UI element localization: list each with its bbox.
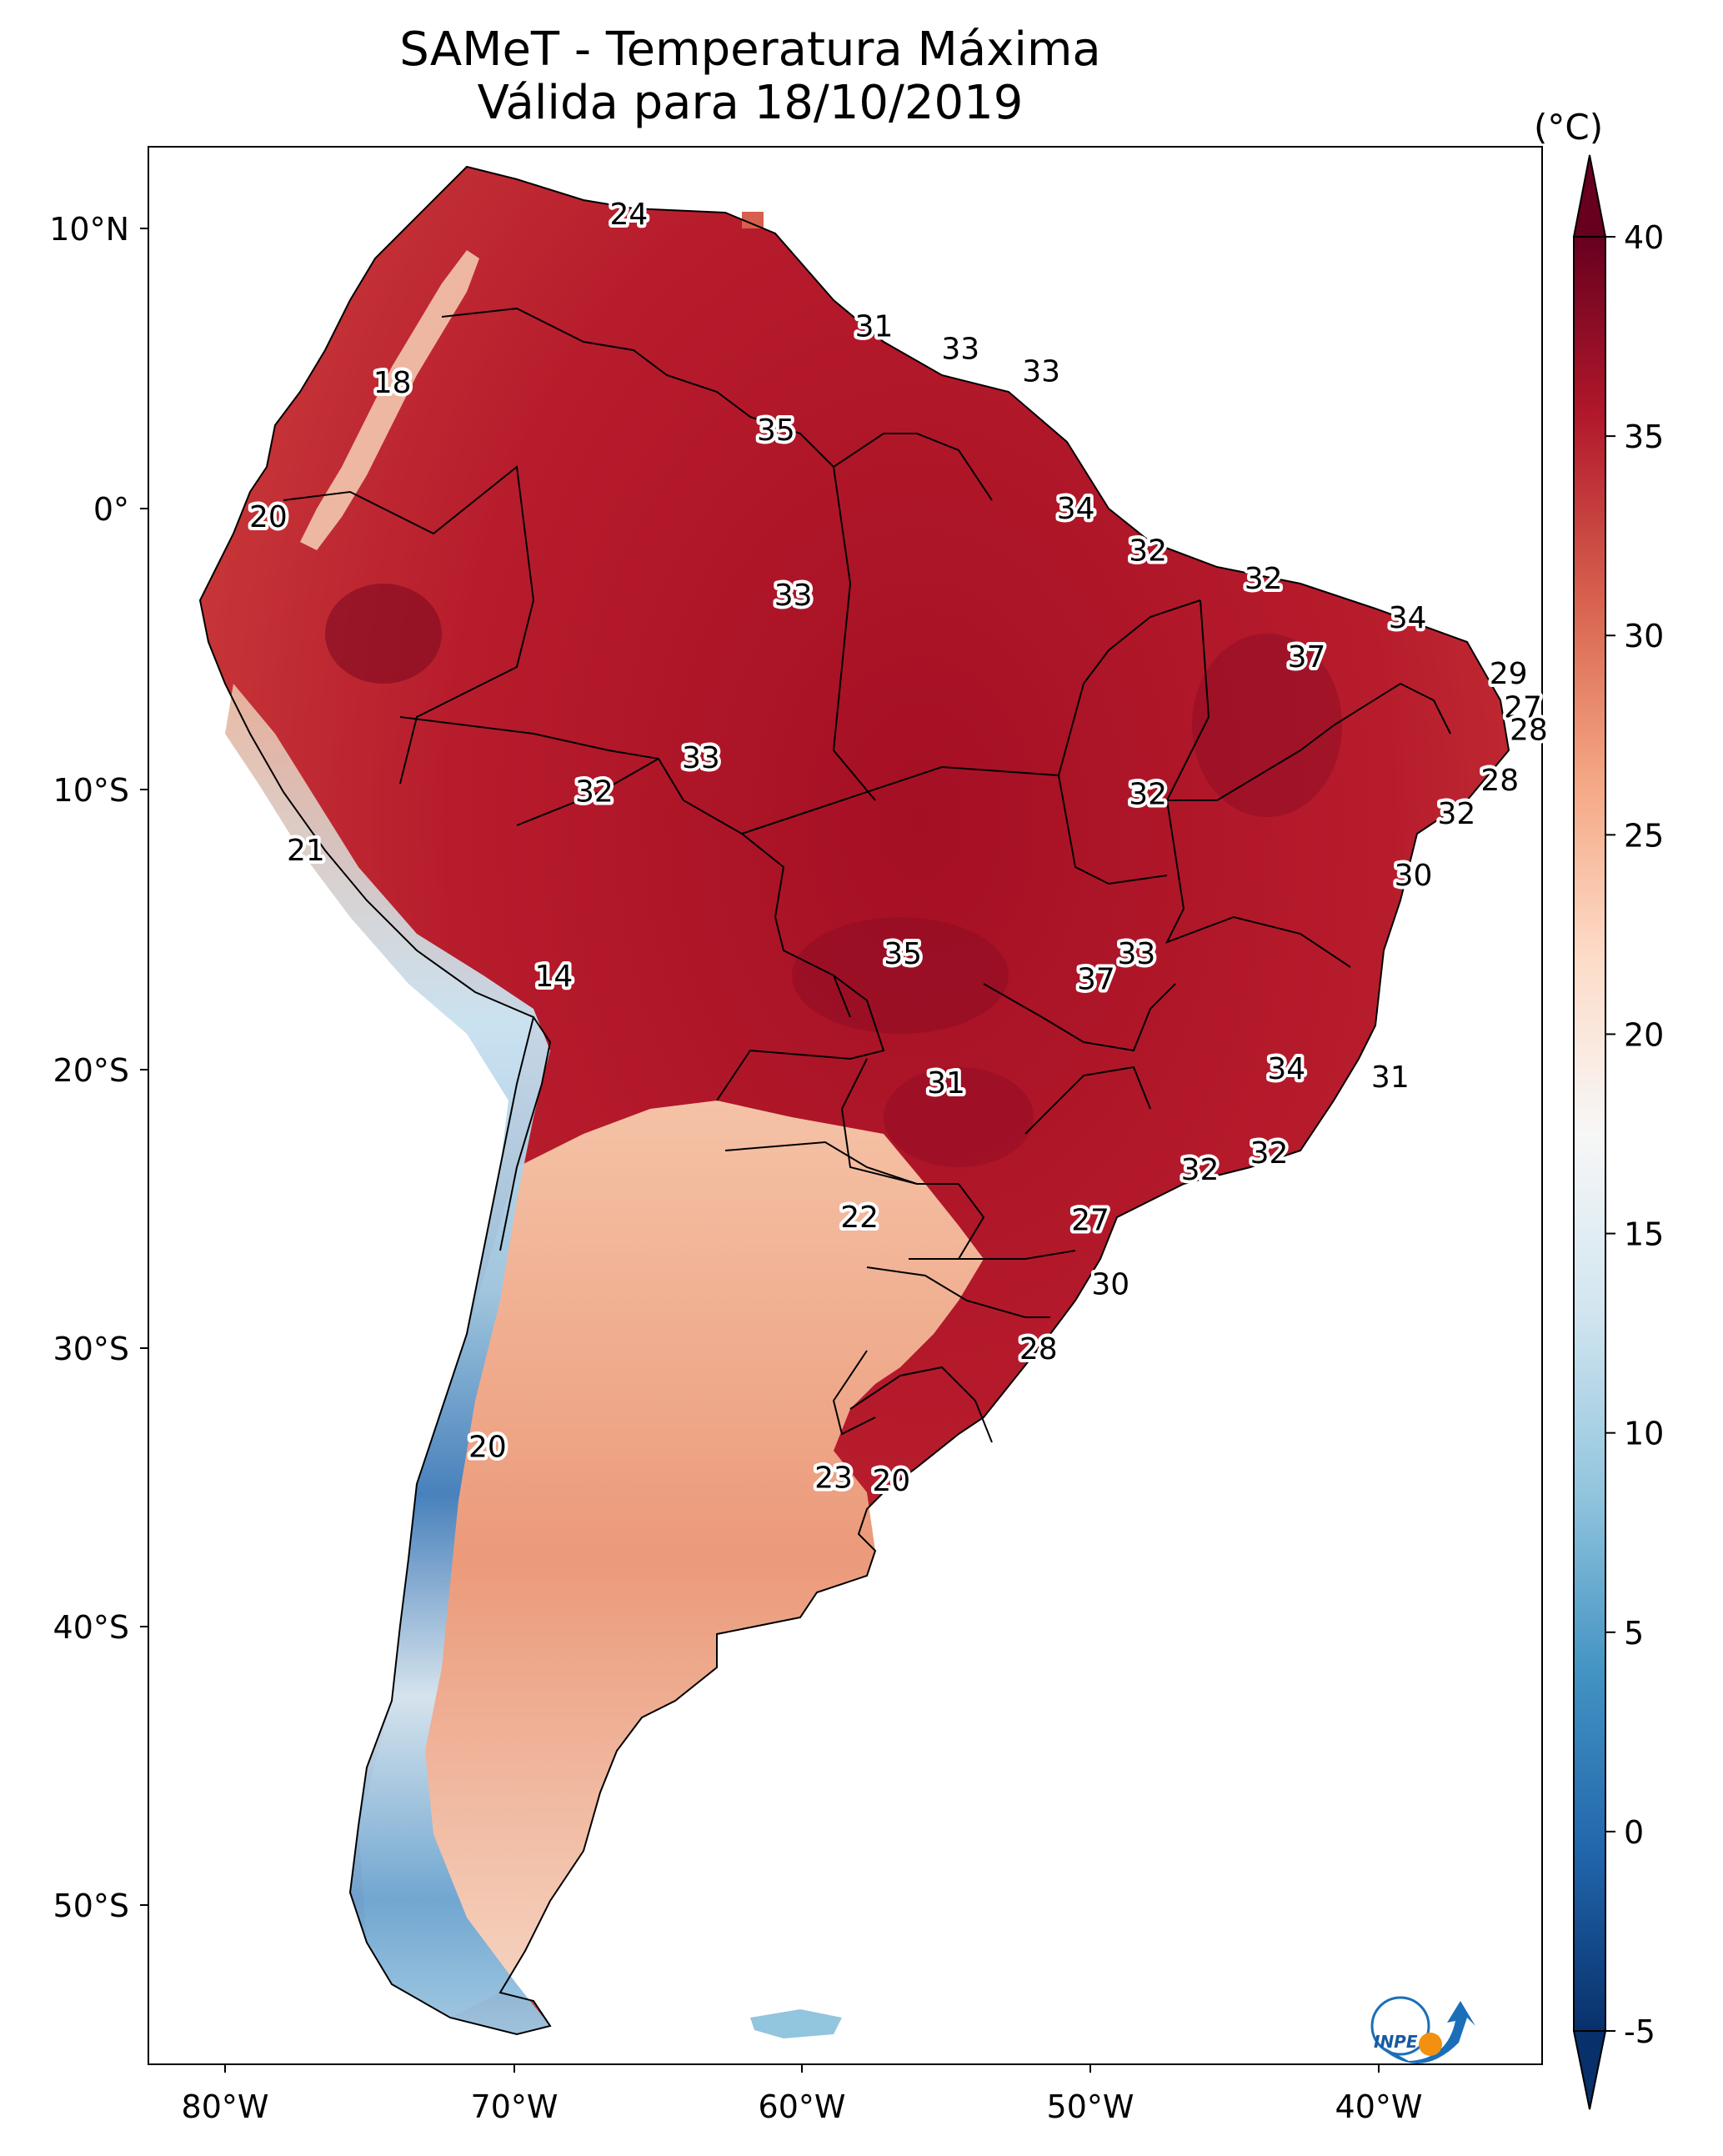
temperature-label: 34 (1389, 601, 1427, 635)
temperature-label: 27 (1504, 691, 1542, 725)
colorbar-max-extend (1572, 154, 1607, 238)
temperature-field (200, 167, 1509, 2038)
temperature-label: 22 (840, 1201, 879, 1235)
colorbar: 40 35 30 25 20 15 10 5 0 -5 (1572, 154, 1664, 2110)
country-borders (198, 165, 1510, 2036)
plot-frame (148, 146, 1543, 2065)
colorbar-min-extend (1572, 2030, 1607, 2110)
temperature-label: 21 (287, 834, 325, 868)
temperature-label: 32 (1438, 797, 1476, 831)
x-tick-40w: 40°W (1335, 2088, 1423, 2125)
y-tick-20s: 20°S (53, 1052, 129, 1089)
temperature-label: 29 (1490, 657, 1528, 691)
temperature-label: 20 (468, 1431, 507, 1465)
map-title-line1: SAMeT - Temperatura Máxima (399, 23, 1101, 77)
temperature-label: 20 (249, 500, 288, 534)
temperature-label: 33 (774, 579, 813, 613)
colorbar-tick-label: 15 (1624, 1216, 1664, 1253)
temperature-label: 24 (609, 198, 648, 232)
colorbar-tick-label: 20 (1624, 1016, 1664, 1053)
y-axis: 10°N 0° 10°S 20°S 30°S 40°S 50°S (49, 211, 148, 1924)
temperature-label: 32 (1129, 778, 1167, 812)
temperature-label: 20 (872, 1464, 910, 1498)
temperature-label: 37 (1077, 962, 1115, 996)
x-tick-80w: 80°W (182, 2088, 269, 2125)
temperature-label: 30 (1395, 859, 1433, 893)
temperature-label: 28 (1510, 713, 1548, 747)
temperature-label: 37 (1288, 640, 1326, 674)
colorbar-tick-label: 40 (1624, 219, 1664, 256)
logo-text: INPE (1374, 2032, 1418, 2052)
temperature-label: 34 (1057, 492, 1095, 526)
temperature-label: 28 (1019, 1332, 1058, 1366)
y-tick-50s: 50°S (53, 1888, 129, 1924)
y-tick-10s: 10°S (53, 772, 129, 809)
colorbar-tick-label: 25 (1624, 817, 1664, 854)
colorbar-tick-label: 0 (1624, 1814, 1644, 1851)
temperature-label: 35 (757, 414, 795, 448)
temperature-label: 31 (927, 1066, 965, 1101)
temperature-label: 23 (814, 1462, 853, 1496)
colorbar-tick-label: -5 (1624, 2013, 1655, 2050)
x-axis: 80°W 70°W 60°W 50°W 40°W (182, 2064, 1423, 2125)
map-title-line2: Válida para 18/10/2019 (477, 76, 1024, 130)
colorbar-gradient (1574, 237, 1605, 2031)
y-tick-30s: 30°S (53, 1331, 129, 1367)
y-tick-40s: 40°S (53, 1609, 129, 1646)
temperature-label: 34 (1267, 1052, 1305, 1086)
colorbar-tick-label: 30 (1624, 618, 1664, 654)
temperature-label: 31 (855, 310, 894, 344)
temperature-label: 35 (884, 937, 922, 971)
colorbar-unit-label: (°C) (1534, 107, 1604, 148)
x-tick-50w: 50°W (1047, 2088, 1134, 2125)
y-tick-10n: 10°N (49, 211, 129, 248)
inpe-logo: INPE (1370, 1996, 1475, 2063)
y-tick-0: 0° (93, 491, 129, 528)
temperature-label: 18 (373, 366, 412, 400)
x-tick-70w: 70°W (471, 2088, 558, 2125)
temperature-label: 14 (535, 960, 573, 994)
colorbar-tick-label: 5 (1624, 1615, 1644, 1652)
temperature-label: 32 (1245, 562, 1283, 596)
temperature-label: 28 (1480, 764, 1519, 798)
temperature-label: 33 (1117, 937, 1155, 971)
x-tick-60w: 60°W (759, 2088, 846, 2125)
temperature-label: 33 (1022, 354, 1060, 389)
temperature-label: 33 (682, 741, 720, 775)
temperature-label: 32 (1181, 1153, 1220, 1187)
temperature-label: 30 (1091, 1268, 1129, 1302)
colorbar-tick-label: 35 (1624, 419, 1664, 455)
temperature-label: 33 (941, 332, 979, 366)
temperature-label: 32 (1129, 534, 1167, 568)
temperature-label: 31 (1371, 1060, 1410, 1095)
temperature-label: 32 (575, 775, 614, 809)
temperature-label: 32 (1250, 1136, 1289, 1171)
colorbar-tick-label: 10 (1624, 1416, 1664, 1452)
temperature-label: 27 (1071, 1203, 1109, 1237)
